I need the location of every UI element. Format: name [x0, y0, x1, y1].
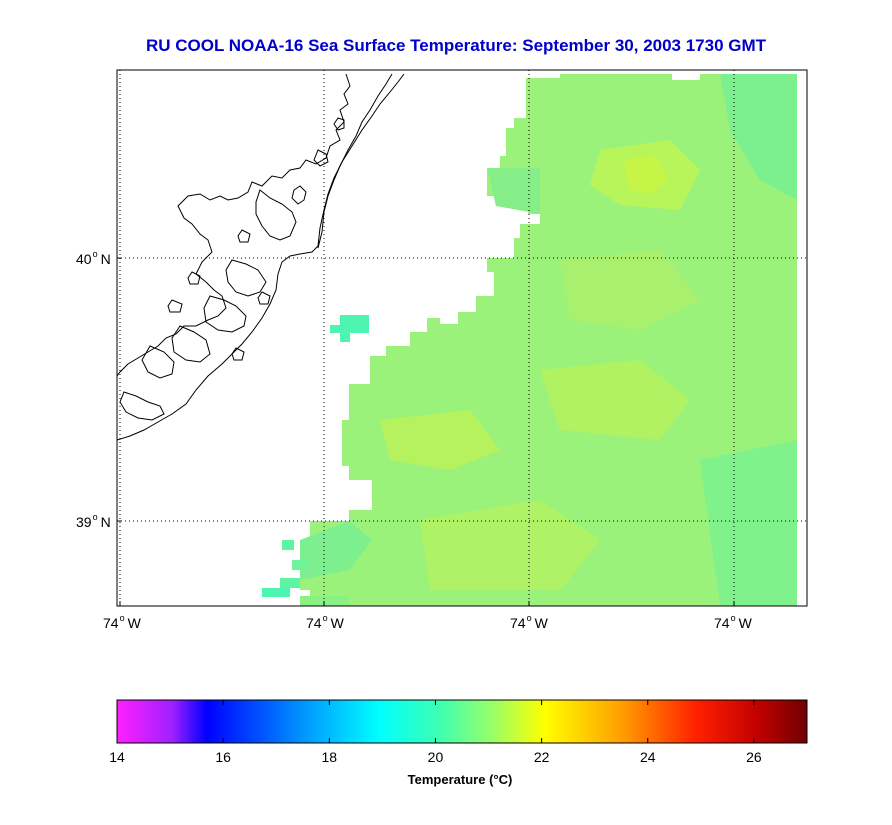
sst-warm-patch: [560, 250, 700, 330]
coastline-island: [237, 229, 251, 243]
coastline-island: [257, 291, 271, 305]
sst-cool-patch: [700, 440, 797, 606]
sst-warm-patch: [420, 500, 600, 590]
sst-isolated-pixel: [262, 588, 290, 597]
lon-tick-label: 74o W: [714, 613, 753, 631]
coastline: [117, 73, 405, 441]
coastline-island: [313, 149, 329, 167]
coastline-marsh: [171, 325, 211, 363]
colorbar-tick-label: 24: [640, 749, 656, 765]
sst-field: [262, 74, 797, 606]
sst-isolated-pixel: [282, 540, 294, 550]
colorbar-gradient: [116, 699, 808, 744]
lon-tick-label: 74o W: [103, 613, 142, 631]
lon-labels: 74o W 74o W 74o W 74o W: [103, 613, 753, 631]
coastline-island: [291, 185, 307, 205]
sst-isolated-pixel: [330, 325, 342, 333]
map-frame: [116, 69, 808, 607]
sst-isolated-pixel: [292, 560, 308, 570]
coastline-marsh: [141, 345, 175, 379]
sst-cool-patch: [720, 74, 797, 200]
coastline-mainland: [117, 73, 351, 377]
coastline-inner: [317, 73, 393, 249]
coastline-estuary: [255, 189, 297, 241]
lon-tick-label: 74o W: [510, 613, 549, 631]
coastline-estuary: [225, 259, 267, 297]
colorbar-title: Temperature (°C): [408, 772, 513, 787]
lat-tick-label: 40o N: [76, 249, 111, 267]
map-title: RU COOL NOAA-16 Sea Surface Temperature:…: [145, 36, 767, 55]
colorbar: 14 16 18 20 22 24 26 Temperature (°C): [109, 699, 808, 787]
sst-cool-patch: [300, 521, 372, 580]
sst-warm-patch: [625, 155, 668, 195]
sst-warm-patch: [540, 360, 690, 440]
coastline-outer: [117, 73, 405, 441]
lon-tick-label: 74o W: [306, 613, 345, 631]
coastline-island: [187, 271, 201, 285]
coastline-marsh: [119, 391, 165, 421]
sst-cool-patch: [487, 168, 540, 214]
sst-isolated-pixel: [280, 578, 300, 588]
coastline-island: [167, 299, 183, 313]
coastline-marsh: [203, 295, 247, 333]
coastline-island: [333, 117, 345, 131]
coastline-island: [231, 347, 245, 361]
colorbar-tick-label: 14: [109, 749, 125, 765]
map-ticks: [117, 257, 735, 606]
colorbar-tick-label: 26: [746, 749, 762, 765]
colorbar-tick-label: 18: [322, 749, 338, 765]
sst-warm-patch: [380, 410, 500, 470]
colorbar-tick-label: 16: [215, 749, 231, 765]
sst-isolated-pixel: [340, 333, 350, 342]
colorbar-tick-label: 20: [428, 749, 444, 765]
sst-isolated-pixel: [340, 315, 369, 333]
lat-labels: 40o N 39o N: [76, 249, 111, 530]
lat-tick-label: 39o N: [76, 512, 111, 530]
colorbar-tick-label: 22: [534, 749, 550, 765]
graticule: [117, 70, 807, 606]
colorbar-ticks: 14 16 18 20 22 24 26: [109, 700, 762, 765]
